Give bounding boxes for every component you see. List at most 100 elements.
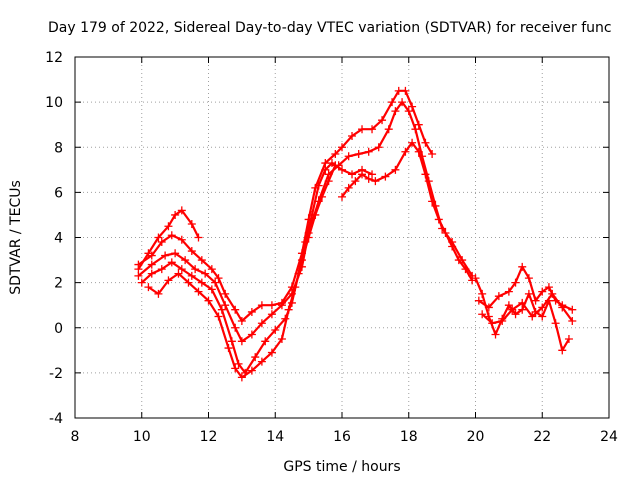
x-tick-label: 22 [533, 429, 551, 445]
data-point [237, 373, 246, 382]
data-point [231, 323, 240, 332]
data-point [348, 170, 357, 179]
series-track-4 [137, 159, 377, 377]
data-point [494, 292, 503, 301]
data-point [277, 301, 286, 310]
data-point [538, 287, 547, 296]
data-point [441, 228, 450, 237]
y-tick-label: 2 [54, 276, 63, 292]
data-point [364, 147, 373, 156]
series-line [341, 141, 474, 281]
data-point [167, 231, 176, 240]
series-line [147, 164, 337, 379]
chart-title: Day 179 of 2022, Sidereal Day-to-day VTE… [48, 20, 612, 36]
data-point [221, 301, 230, 310]
data-point [454, 256, 463, 265]
data-point [538, 312, 547, 321]
data-point [558, 346, 567, 355]
data-point [478, 310, 487, 319]
data-point [344, 152, 353, 161]
data-point [211, 278, 220, 287]
y-tick-label: 6 [54, 185, 63, 201]
data-point [428, 197, 437, 206]
data-point [187, 271, 196, 280]
x-tick-label: 12 [200, 429, 218, 445]
data-point [164, 276, 173, 285]
data-point [157, 265, 166, 274]
series-line [137, 101, 474, 343]
data-point [391, 165, 400, 174]
series-track-7 [471, 274, 573, 355]
data-point [368, 170, 377, 179]
data-point [304, 233, 313, 242]
data-point [227, 337, 236, 346]
data-point [154, 233, 163, 242]
data-point [338, 192, 346, 201]
data-point [398, 98, 407, 107]
data-point [321, 159, 330, 168]
data-point [257, 301, 266, 310]
y-tick-label: -4 [49, 411, 63, 427]
data-point [177, 235, 186, 244]
data-point [408, 138, 417, 147]
series-track-8 [474, 262, 577, 314]
data-point [391, 107, 400, 116]
data-point [214, 312, 223, 321]
data-point [167, 258, 176, 267]
data-point [368, 125, 377, 134]
y-tick-label: 12 [45, 50, 63, 66]
data-point [197, 256, 206, 265]
data-point [364, 174, 373, 183]
series-track-3 [134, 98, 477, 346]
data-point [187, 247, 196, 256]
data-point [371, 177, 380, 186]
data-point [314, 181, 323, 190]
x-tick-label: 10 [133, 429, 151, 445]
data-point [321, 165, 330, 174]
data-point [504, 301, 513, 310]
data-point [531, 296, 540, 305]
data-point [261, 337, 270, 346]
x-tick-label: 14 [266, 429, 284, 445]
data-point [277, 335, 286, 344]
y-axis-label: SDTVAR / TECUs [8, 180, 24, 295]
y-tick-label: 10 [45, 95, 63, 111]
series-track-6 [338, 138, 477, 285]
data-point [524, 274, 533, 283]
data-point [217, 305, 226, 314]
data-point [381, 172, 390, 181]
data-point [197, 278, 206, 287]
data-point [231, 364, 240, 373]
data-point [538, 303, 547, 312]
data-point [358, 125, 367, 134]
data-point [177, 265, 186, 274]
data-point [221, 289, 230, 298]
data-point [247, 366, 256, 375]
data-point [191, 265, 200, 274]
data-point [157, 238, 166, 247]
data-point [421, 170, 430, 179]
series-line [141, 161, 373, 374]
data-point [384, 125, 393, 134]
data-point [257, 357, 266, 366]
data-point [224, 344, 233, 353]
data-point [204, 296, 213, 305]
data-point [414, 147, 423, 156]
data-point [378, 116, 387, 125]
data-point [488, 319, 497, 328]
data-point [404, 107, 413, 116]
data-point [401, 147, 410, 156]
data-point [331, 150, 340, 159]
series-track-5 [144, 161, 340, 382]
data-point [504, 287, 513, 296]
data-point [338, 165, 346, 174]
data-point [271, 326, 280, 335]
data-point [461, 265, 470, 274]
data-point [194, 287, 203, 296]
data-point [154, 289, 163, 298]
data-point [237, 316, 246, 325]
data-point [564, 335, 573, 344]
series-track-9 [478, 289, 577, 328]
series-track-1 [134, 206, 203, 274]
